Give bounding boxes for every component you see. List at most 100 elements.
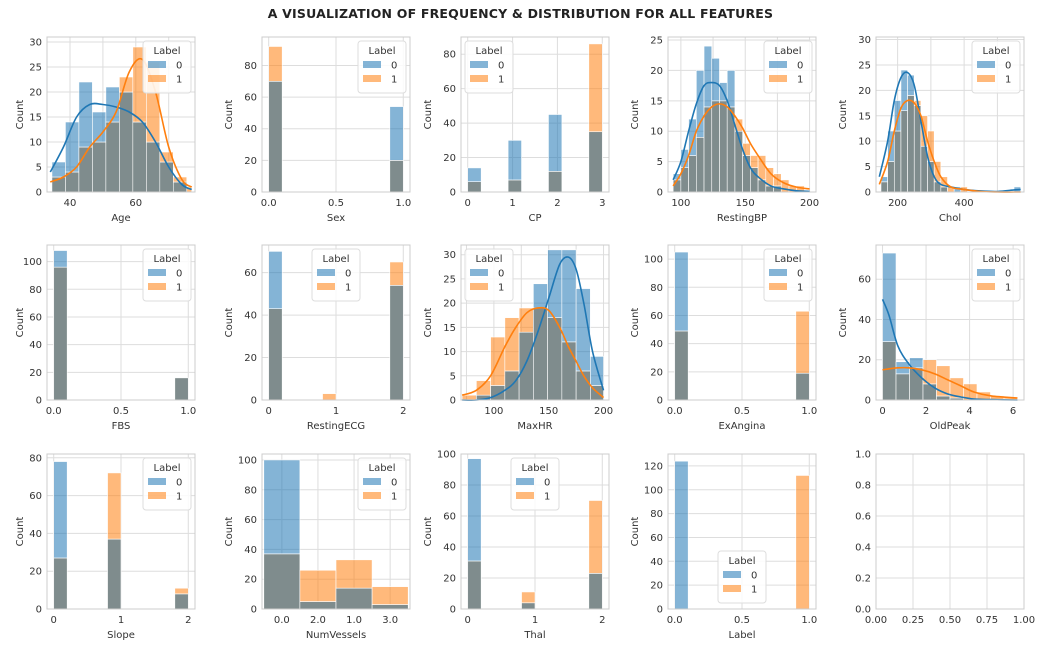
y-tick-label: 40: [29, 340, 42, 351]
kde-line-1: [461, 306, 605, 399]
y-tick-label: 0: [657, 396, 663, 407]
y-tick-label: 60: [29, 491, 42, 502]
bar-overlap: [887, 161, 895, 193]
bar-overlap: [561, 341, 577, 401]
y-tick-label: 10: [29, 138, 42, 149]
y-tick-label: 40: [858, 315, 871, 326]
x-tick-label: 1: [532, 615, 538, 626]
legend-swatch-1: [769, 75, 787, 82]
y-axis-label: Count: [224, 308, 235, 338]
legend-swatch-1: [148, 283, 166, 290]
y-tick-label: 5: [657, 157, 663, 168]
y-axis-label: Count: [838, 308, 849, 338]
bar-overlap: [119, 91, 134, 193]
y-tick-label: 25: [29, 63, 42, 74]
bar-overlap: [895, 373, 910, 401]
x-tick-label: 1.0: [801, 615, 817, 626]
y-tick-label: 60: [443, 84, 456, 95]
legend: Label 0 1: [971, 248, 1021, 302]
x-tick-label: 400: [955, 198, 974, 209]
figure-title: A VISUALIZATION OF FREQUENCY & DISTRIBUT…: [267, 6, 774, 21]
y-tick-label: 20: [650, 367, 663, 378]
x-tick-label: 0.0: [667, 615, 683, 626]
bar-overlap: [389, 285, 404, 401]
axes-frame: [875, 244, 1025, 401]
bar-overlap: [674, 330, 689, 401]
bar-label-0: [575, 288, 591, 372]
x-tick-label: 0.5: [734, 406, 750, 417]
x-tick-label: 1.0: [346, 615, 362, 626]
bar-overlap: [750, 167, 759, 193]
bar-label-0: [467, 167, 482, 182]
x-tick-label: 1.00: [1013, 615, 1035, 626]
x-tick-label: 0.25: [902, 615, 924, 626]
y-tick-label: 5: [450, 371, 456, 382]
legend-entry-1: 1: [1005, 75, 1011, 86]
legend-title: Label: [154, 254, 181, 265]
y-tick-label: 120: [644, 461, 663, 472]
y-tick-label: 100: [644, 485, 663, 496]
kde-line-0: [881, 299, 1018, 401]
y-tick-label: 80: [443, 481, 456, 492]
bar-overlap: [907, 95, 915, 193]
bar-overlap: [263, 553, 301, 610]
y-axis-label: Count: [423, 517, 434, 547]
x-tick-label: 200: [800, 198, 819, 209]
x-tick-label: 0.0: [261, 198, 277, 209]
bar-overlap: [882, 341, 897, 401]
legend: Label 0 1: [971, 40, 1021, 94]
bar-label-1: [795, 310, 810, 374]
x-tick-label: 3: [599, 198, 605, 209]
y-tick-label: 0: [657, 605, 663, 616]
legend-entry-1: 1: [176, 75, 182, 86]
legend: Label 0 1: [464, 40, 514, 94]
y-tick-label: 0: [450, 605, 456, 616]
legend-title: Label: [323, 254, 350, 265]
x-tick-label: 0: [465, 615, 471, 626]
axes-frame: [261, 36, 411, 193]
x-tick-label: 1: [118, 615, 124, 626]
bar-overlap: [588, 131, 603, 193]
y-tick-label: 80: [29, 453, 42, 464]
legend-entry-1: 1: [797, 283, 803, 294]
x-tick-label: 40: [64, 198, 77, 209]
y-tick-label: 15: [29, 113, 42, 124]
bar-label-1: [588, 500, 603, 574]
y-tick-label: 20: [858, 355, 871, 366]
legend-swatch-1: [317, 283, 335, 290]
x-tick-label: 1.0: [395, 198, 411, 209]
legend-swatch-1: [148, 492, 166, 499]
subplot-sex: 0 20 40 60 80 0.0 0.5 1.0 Sex Count Label 0 1: [224, 36, 411, 224]
y-tick-label: 10: [858, 137, 871, 148]
legend-entry-0: 0: [797, 269, 803, 280]
bar-label-0: [53, 461, 68, 559]
y-tick-label: 0: [450, 396, 456, 407]
bar-overlap: [711, 100, 720, 193]
y-tick-label: 60: [443, 512, 456, 523]
bar-label-1: [299, 569, 337, 602]
bar-overlap: [518, 331, 534, 401]
legend-swatch-1: [723, 585, 741, 592]
bar-label-1: [757, 155, 767, 181]
y-axis-label: Count: [15, 100, 26, 130]
y-tick-label: 20: [650, 66, 663, 77]
bar-overlap: [467, 560, 482, 610]
bar-label-1: [174, 587, 189, 595]
kde-line-0: [672, 81, 810, 193]
axes-frame: [875, 36, 1025, 193]
bar-overlap: [53, 557, 68, 610]
x-tick-label: 0.5: [328, 198, 344, 209]
x-tick-label: 0: [465, 198, 471, 209]
y-axis-label: Count: [15, 308, 26, 338]
y-tick-label: 40: [650, 557, 663, 568]
legend: Label 0 1: [142, 40, 192, 94]
x-tick-label: 2: [599, 615, 605, 626]
subplot-oldpeak: 0 20 40 60 0 2 4 6 OldPeak Count Label 0 1: [838, 244, 1025, 432]
y-tick-label: 40: [443, 543, 456, 554]
bar-overlap: [174, 593, 189, 610]
y-tick-label: 0: [36, 605, 42, 616]
legend-title: Label: [154, 46, 181, 57]
legend-entry-1: 1: [176, 492, 182, 503]
legend-entry-0: 0: [345, 269, 351, 280]
y-tick-label: 20: [29, 368, 42, 379]
